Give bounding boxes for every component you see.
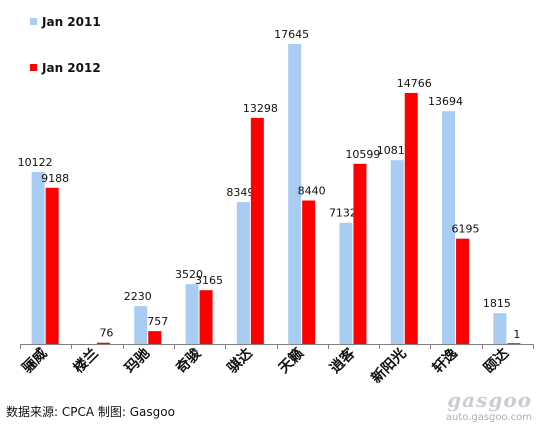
data-label: 3165 bbox=[195, 274, 223, 287]
data-label: 757 bbox=[147, 315, 168, 328]
data-label: 14766 bbox=[397, 77, 432, 90]
bar-jan-2012 bbox=[45, 187, 59, 344]
bar-jan-2011 bbox=[442, 111, 456, 344]
legend-swatch bbox=[30, 18, 37, 25]
data-label: 10599 bbox=[345, 148, 380, 161]
data-label: 8440 bbox=[298, 185, 326, 198]
data-label: 1 bbox=[513, 328, 520, 341]
data-label: 13694 bbox=[428, 95, 463, 108]
source-note: 数据来源: CPCA 制图: Gasgoo bbox=[6, 405, 175, 419]
category-label: 骐达 bbox=[224, 345, 256, 377]
bar-jan-2012 bbox=[302, 200, 316, 344]
legend-label: Jan 2011 bbox=[41, 15, 101, 29]
data-label: 9188 bbox=[41, 172, 69, 185]
category-label: 新阳光 bbox=[368, 345, 410, 387]
category-label: 奇骏 bbox=[173, 344, 206, 377]
data-label: 10811 bbox=[377, 144, 412, 157]
bar-jan-2012 bbox=[456, 238, 470, 344]
category-label: 逍客 bbox=[326, 344, 359, 377]
category-label: 玛驰 bbox=[122, 346, 153, 377]
legend-swatch bbox=[30, 64, 37, 71]
data-label: 7132 bbox=[329, 207, 357, 220]
bar-jan-2012 bbox=[96, 342, 110, 344]
data-label: 3520 bbox=[175, 268, 203, 281]
bar-jan-2011 bbox=[236, 202, 250, 344]
bar-jan-2012 bbox=[353, 163, 367, 344]
legend-label: Jan 2012 bbox=[41, 61, 101, 75]
data-label: 6195 bbox=[452, 223, 480, 236]
watermark: gasgoo auto.gasgoo.com bbox=[440, 388, 532, 423]
bar-jan-2012 bbox=[404, 92, 418, 345]
data-label: 2230 bbox=[124, 290, 152, 303]
bar-jan-2011 bbox=[339, 222, 353, 344]
data-label: 76 bbox=[99, 327, 113, 340]
bar-jan-2012 bbox=[199, 290, 213, 344]
bar-jan-2011 bbox=[134, 306, 148, 344]
data-label: 10122 bbox=[18, 156, 53, 169]
data-label: 17645 bbox=[274, 28, 309, 41]
bar-jan-2011 bbox=[31, 171, 45, 344]
category-label: 楼兰 bbox=[70, 345, 102, 377]
bar-jan-2012 bbox=[148, 331, 162, 344]
bar-jan-2011 bbox=[390, 160, 404, 344]
category-label: 颐达 bbox=[480, 345, 512, 377]
category-label: 轩逸 bbox=[429, 345, 461, 377]
watermark-url: auto.gasgoo.com bbox=[445, 412, 532, 423]
bar-jan-2012 bbox=[507, 343, 521, 344]
bar-jan-2011 bbox=[288, 44, 302, 344]
category-label: 天籁 bbox=[275, 345, 307, 377]
watermark-logo: gasgoo bbox=[447, 388, 532, 412]
data-label: 1815 bbox=[483, 297, 511, 310]
bar-jan-2012 bbox=[250, 117, 264, 344]
category-label: 骊威 bbox=[19, 345, 51, 377]
data-label: 8349 bbox=[226, 186, 254, 199]
data-label: 13298 bbox=[243, 102, 278, 115]
bar-jan-2011 bbox=[493, 313, 507, 344]
bar-jan-2011 bbox=[185, 284, 199, 344]
